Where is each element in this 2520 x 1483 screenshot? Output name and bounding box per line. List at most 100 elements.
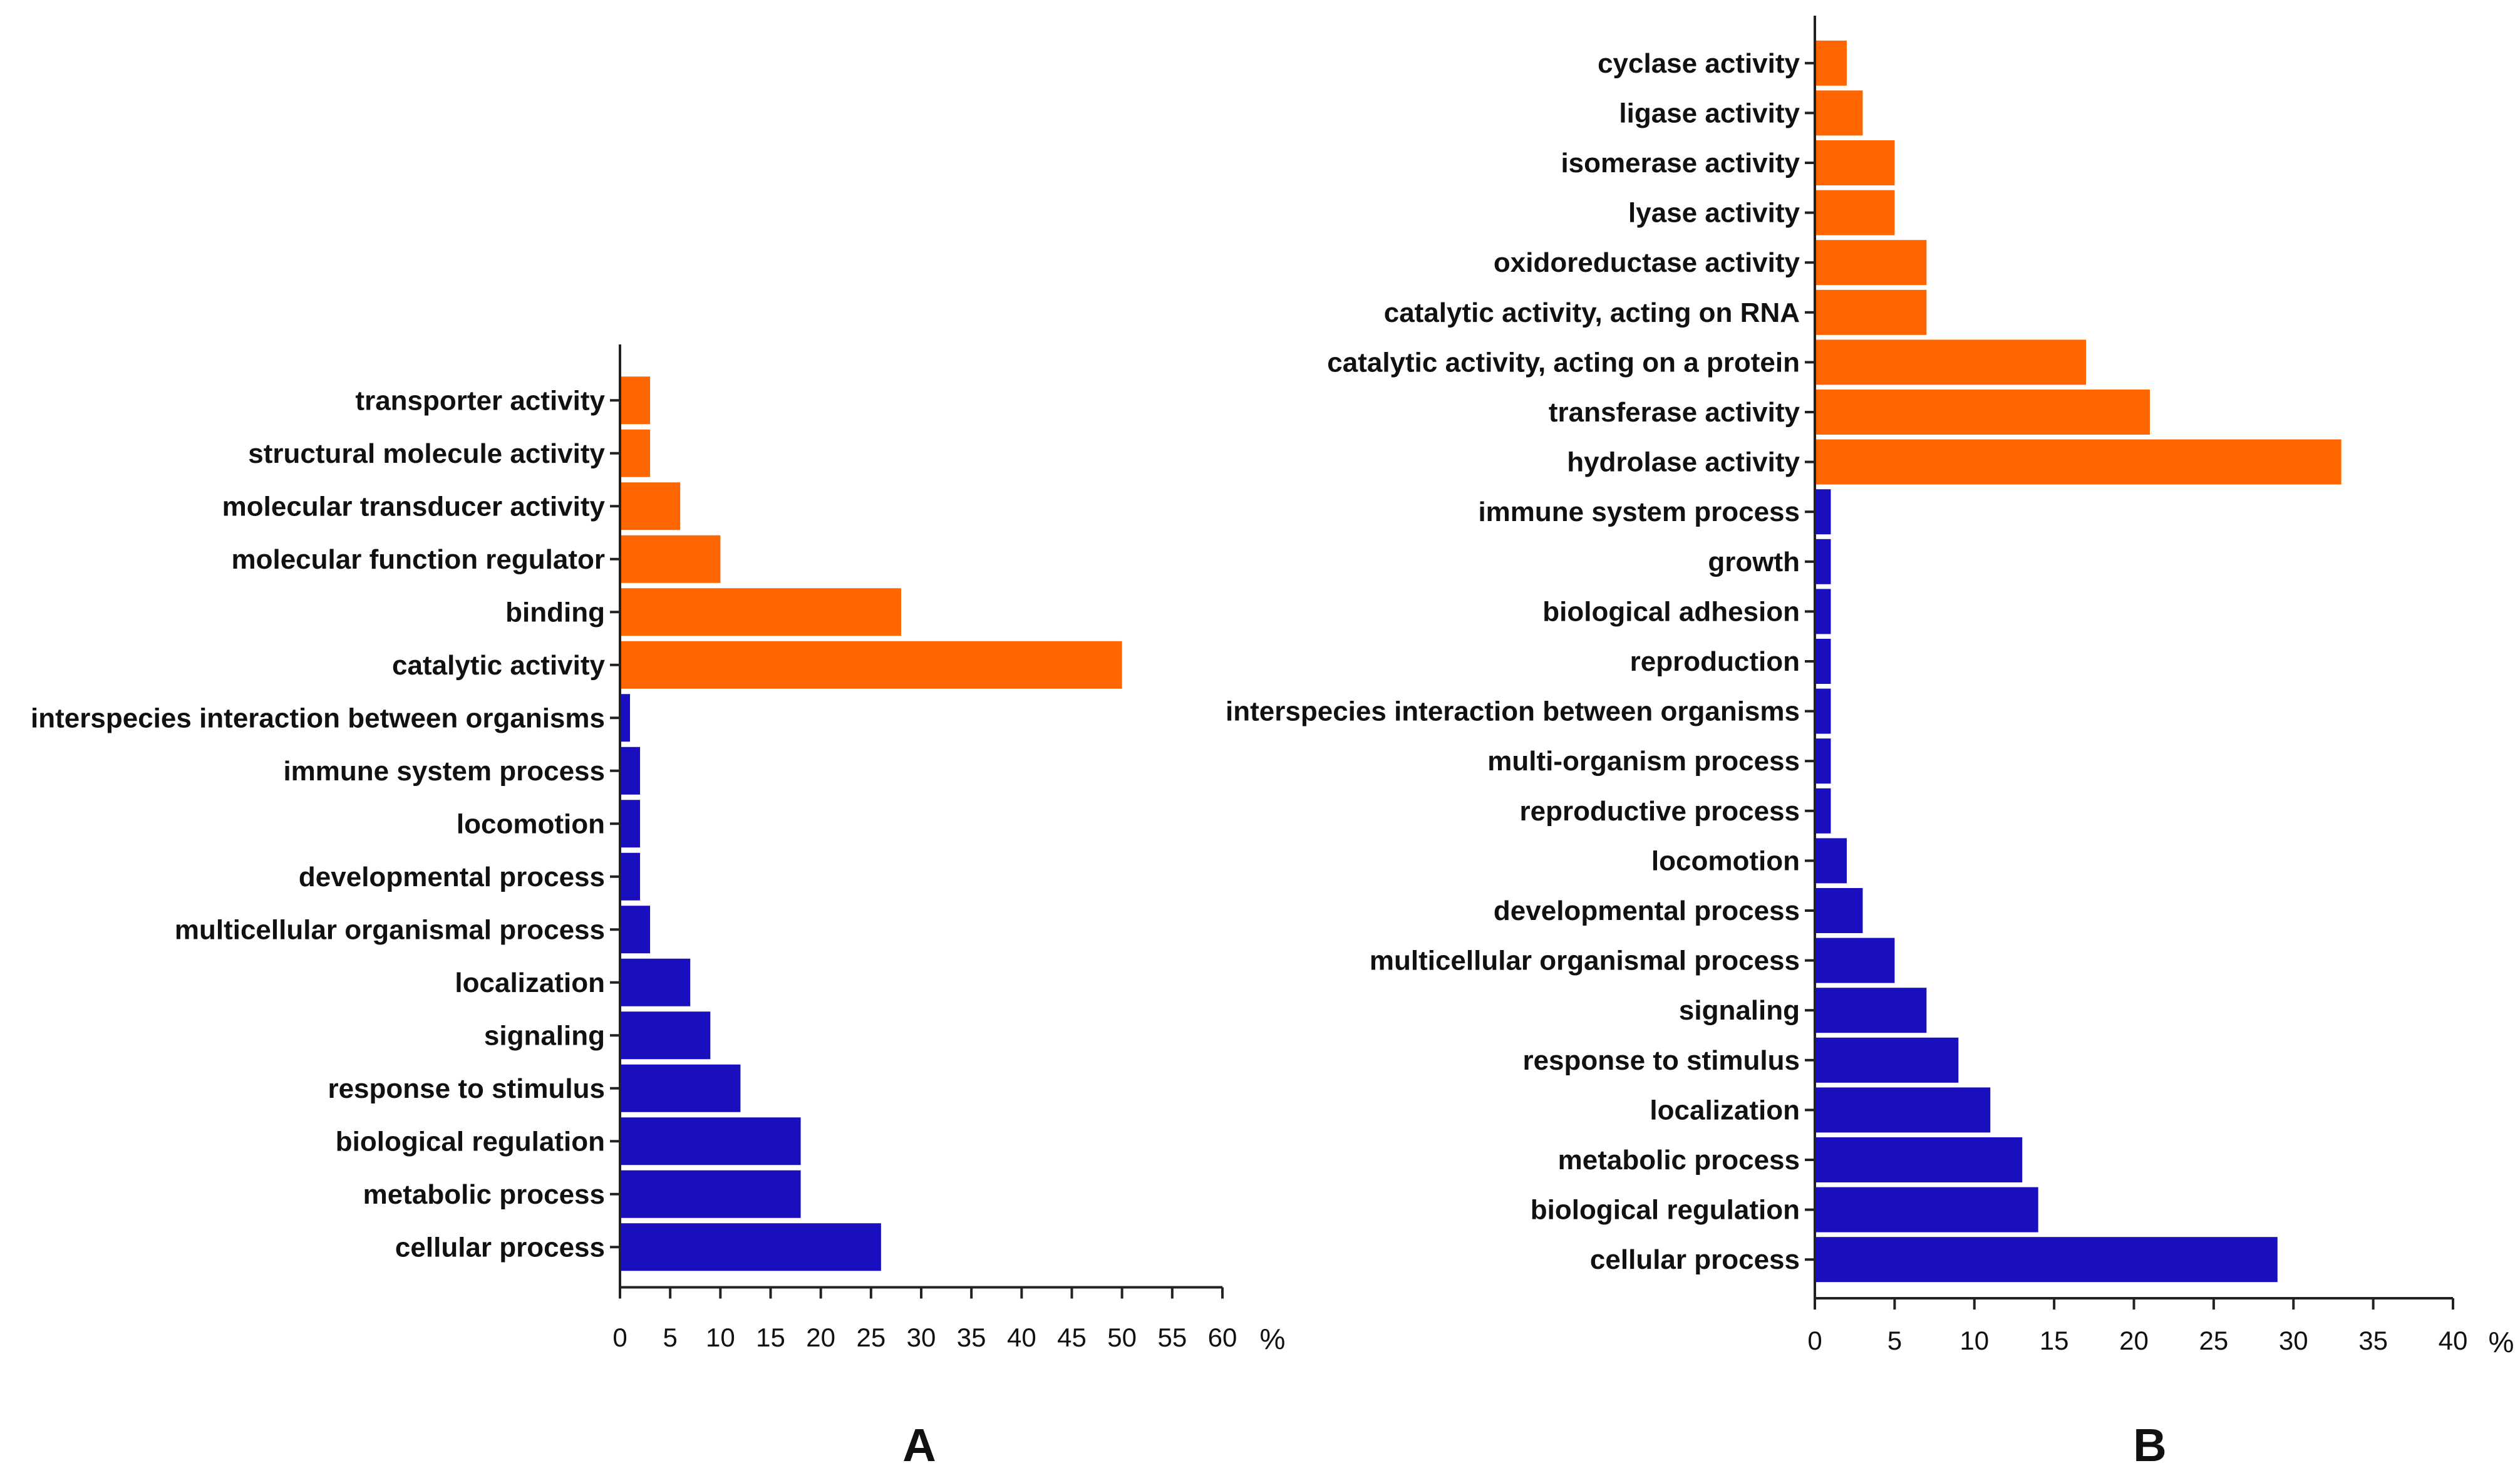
x-tick-label: 20 xyxy=(806,1323,835,1352)
bar-signaling xyxy=(1816,988,1927,1033)
category-label: immune system process xyxy=(1478,497,1800,527)
category-label: hydrolase activity xyxy=(1567,447,1800,478)
category-label: growth xyxy=(1708,547,1800,577)
category-label: response to stimulus xyxy=(328,1073,605,1104)
bar-structural-molecule-activity xyxy=(621,429,651,477)
category-label: interspecies interaction between organis… xyxy=(1226,696,1800,727)
x-tick-label: 0 xyxy=(612,1323,627,1352)
x-tick-label: 10 xyxy=(1960,1326,1989,1355)
x-tick-label: 35 xyxy=(957,1323,986,1352)
bar-localization xyxy=(1816,1087,1991,1133)
bar-interspecies-interaction-between-organisms xyxy=(1816,688,1831,734)
bar-growth xyxy=(1816,539,1831,584)
bar-catalytic-activity xyxy=(621,641,1122,689)
bar-immune-system-process xyxy=(1816,489,1831,535)
bar-biological-adhesion xyxy=(1816,589,1831,634)
bar-biological-regulation xyxy=(1816,1187,2038,1232)
category-label: biological regulation xyxy=(336,1126,605,1157)
category-label: biological regulation xyxy=(1531,1195,1800,1226)
category-label: catalytic activity xyxy=(392,650,605,681)
bar-cellular-process xyxy=(621,1223,881,1271)
category-label: binding xyxy=(505,597,605,628)
x-tick-label: 25 xyxy=(856,1323,886,1352)
category-label: metabolic process xyxy=(363,1179,605,1210)
x-tick-label: 0 xyxy=(1807,1326,1822,1355)
x-tick-label: 55 xyxy=(1157,1323,1187,1352)
x-tick-label: 35 xyxy=(2358,1326,2388,1355)
category-label: locomotion xyxy=(1651,845,1800,876)
bar-locomotion xyxy=(1816,838,1847,884)
bar-transporter-activity xyxy=(621,376,651,425)
bar-reproduction xyxy=(1816,639,1831,684)
bar-biological-regulation xyxy=(621,1117,801,1165)
category-label: multicellular organismal process xyxy=(175,914,605,945)
x-tick-label: 40 xyxy=(1007,1323,1036,1352)
category-label: transporter activity xyxy=(355,385,605,416)
bar-interspecies-interaction-between-organisms xyxy=(621,694,631,742)
category-label: reproduction xyxy=(1630,646,1800,677)
bar-localization xyxy=(621,958,691,1006)
bar-binding xyxy=(621,588,901,636)
category-label: immune system process xyxy=(283,756,605,787)
bar-reproductive-process xyxy=(1816,788,1831,834)
bar-hydrolase-activity xyxy=(1816,439,2342,485)
x-tick-label: 50 xyxy=(1107,1323,1137,1352)
category-label: oxidoreductase activity xyxy=(1494,247,1800,278)
category-label: developmental process xyxy=(299,862,605,892)
x-tick-label: 15 xyxy=(2040,1326,2069,1355)
x-tick-label: 5 xyxy=(663,1323,677,1352)
category-label: interspecies interaction between organis… xyxy=(31,703,605,733)
category-label: cyclase activity xyxy=(1598,48,1800,79)
x-tick-label: 10 xyxy=(706,1323,735,1352)
category-label: transferase activity xyxy=(1549,397,1800,428)
bar-multi-organism-process xyxy=(1816,738,1831,784)
bar-response-to-stimulus xyxy=(621,1064,741,1112)
bar-signaling xyxy=(621,1011,711,1060)
x-axis-unit-label: % xyxy=(1260,1323,1286,1355)
bar-catalytic-activity-acting-on-rna xyxy=(1816,289,1927,335)
category-label: locomotion xyxy=(457,809,605,839)
bar-metabolic-process xyxy=(1816,1137,2023,1182)
bar-multicellular-organismal-process xyxy=(621,906,651,954)
category-label: multi-organism process xyxy=(1487,746,1800,777)
bar-developmental-process xyxy=(1816,888,1863,933)
x-tick-label: 30 xyxy=(2279,1326,2308,1355)
category-label: multicellular organismal process xyxy=(1370,946,1800,976)
category-label: structural molecule activity xyxy=(248,438,605,469)
category-label: ligase activity xyxy=(1619,98,1800,128)
x-tick-label: 20 xyxy=(2119,1326,2149,1355)
bar-oxidoreductase-activity xyxy=(1816,240,1927,286)
bar-immune-system-process xyxy=(621,747,641,795)
bar-multicellular-organismal-process xyxy=(1816,938,1895,983)
bar-molecular-function-regulator xyxy=(621,535,721,583)
category-label: isomerase activity xyxy=(1561,148,1800,178)
bar-ligase-activity xyxy=(1816,90,1863,136)
panel-b-chart: cyclase activity ligase activity isomerase… xyxy=(1226,16,2514,1358)
category-label: developmental process xyxy=(1494,896,1800,926)
category-label: biological adhesion xyxy=(1542,596,1800,627)
x-tick-label: 40 xyxy=(2439,1326,2468,1355)
panel-a-label: A xyxy=(902,1419,936,1471)
category-label: lyase activity xyxy=(1628,198,1800,229)
x-tick-label: 25 xyxy=(2199,1326,2229,1355)
bar-response-to-stimulus xyxy=(1816,1037,1959,1083)
category-label: catalytic activity, acting on RNA xyxy=(1384,297,1800,328)
bar-transferase-activity xyxy=(1816,390,2150,435)
category-label: localization xyxy=(455,968,605,998)
bar-cyclase-activity xyxy=(1816,40,1847,86)
x-tick-label: 15 xyxy=(756,1323,785,1352)
bar-lyase-activity xyxy=(1816,190,1895,235)
category-label: molecular function regulator xyxy=(231,544,605,575)
bar-locomotion xyxy=(621,800,641,848)
category-label: molecular transducer activity xyxy=(222,491,606,522)
x-tick-label: 45 xyxy=(1057,1323,1087,1352)
panel-a-chart: transporter activity structural molecule … xyxy=(31,344,1285,1355)
panel-b-label: B xyxy=(2133,1419,2166,1471)
bar-catalytic-activity-acting-on-a-protein xyxy=(1816,339,2087,385)
category-label: localization xyxy=(1650,1095,1800,1125)
x-axis-unit-label: % xyxy=(2489,1326,2514,1358)
bar-developmental-process xyxy=(621,852,641,901)
x-tick-label: 5 xyxy=(1887,1326,1902,1355)
